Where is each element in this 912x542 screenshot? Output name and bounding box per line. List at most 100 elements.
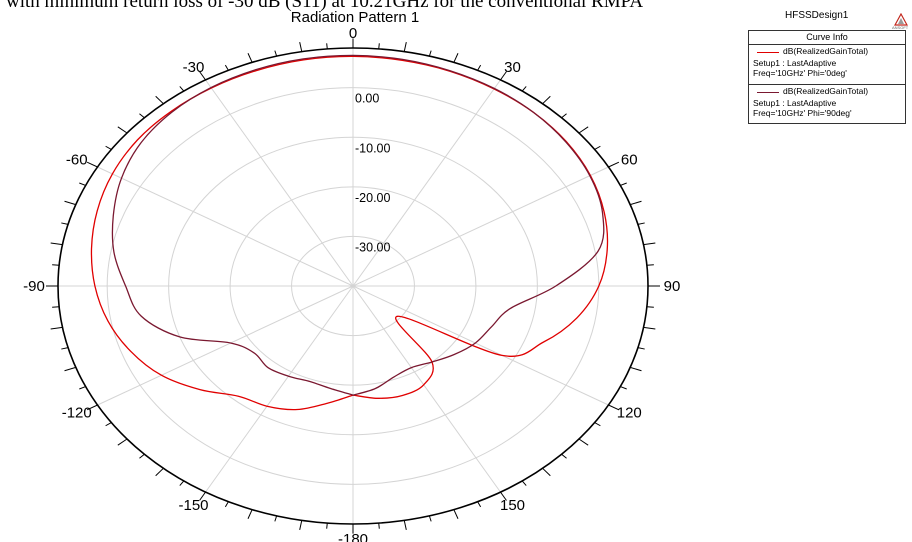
legend-line-swatch	[757, 92, 779, 93]
angle-tick	[637, 222, 645, 225]
angle-label: -120	[62, 405, 92, 422]
angle-tick	[105, 422, 112, 427]
angle-label: -180	[338, 531, 368, 542]
chart-title: Radiation Pattern 1	[290, 9, 420, 26]
grid-spoke	[352, 285, 501, 493]
angle-tick	[453, 53, 459, 63]
angle-tick	[578, 438, 589, 446]
grid-spoke	[205, 285, 354, 493]
legend-entry-frequency: Freq='10GHz' Phi='90deg'	[753, 108, 852, 118]
angle-tick	[247, 53, 253, 63]
grid-spoke	[352, 79, 501, 287]
angle-tick	[521, 86, 527, 92]
angle-tick	[542, 95, 551, 105]
angle-tick	[247, 509, 253, 519]
angle-tick	[521, 480, 527, 486]
legend-entry-phi-90: dB(RealizedGainTotal) Setup1 : LastAdapt…	[749, 84, 905, 123]
angle-tick	[64, 366, 76, 372]
angle-tick	[299, 520, 303, 531]
angle-label: 0	[349, 25, 357, 42]
angle-tick	[561, 113, 567, 119]
angle-label: 60	[621, 152, 638, 169]
angle-tick	[299, 41, 303, 52]
angle-tick	[79, 386, 86, 390]
angle-tick	[608, 404, 620, 411]
angle-tick	[620, 386, 627, 390]
angle-tick	[561, 453, 567, 459]
design-name: HFSSDesign1	[785, 10, 849, 21]
ring-label: -20.00	[355, 191, 390, 205]
curve-phi-90	[111, 54, 605, 396]
angle-tick	[326, 523, 328, 529]
angle-tick	[428, 50, 432, 57]
angle-tick	[64, 200, 76, 206]
grid-spoke	[205, 79, 354, 287]
ring-label: -10.00	[355, 141, 390, 155]
legend-entry-name: dB(RealizedGainTotal)	[783, 46, 869, 56]
angle-tick	[594, 145, 601, 150]
angle-tick	[179, 480, 185, 486]
ansoft-logo-icon	[894, 13, 908, 26]
legend-entry-setup: Setup1 : LastAdaptive	[753, 58, 837, 68]
angle-label: -30	[183, 59, 205, 76]
angle-tick	[117, 438, 128, 446]
ring-label: -30.00	[355, 240, 390, 254]
angle-tick	[79, 182, 86, 186]
pattern-curves	[90, 54, 609, 411]
angle-tick	[139, 453, 145, 459]
angle-label: 30	[504, 59, 521, 76]
grid-spoke	[97, 166, 354, 287]
angle-tick	[224, 501, 229, 508]
angle-tick	[139, 113, 145, 119]
legend-line-swatch	[757, 52, 779, 53]
angle-tick	[224, 64, 229, 71]
angle-tick	[155, 95, 164, 105]
angle-label: -60	[66, 152, 88, 169]
grid-spoke	[97, 285, 354, 406]
angle-tick	[378, 43, 380, 49]
angle-label: -150	[178, 497, 208, 514]
angle-tick	[477, 501, 482, 508]
angle-tick	[477, 64, 482, 71]
angle-tick	[608, 161, 620, 168]
angle-tick	[326, 43, 328, 49]
angle-tick	[578, 126, 589, 134]
legend-entry-setup: Setup1 : LastAdaptive	[753, 98, 837, 108]
angle-tick	[542, 467, 551, 477]
angle-label: 120	[617, 405, 642, 422]
angle-tick	[61, 222, 69, 225]
angle-tick	[50, 326, 63, 330]
angle-tick	[274, 515, 278, 522]
angle-label: 90	[664, 278, 681, 295]
curve-phi-0	[90, 55, 609, 411]
angle-tick	[428, 515, 432, 522]
outer-tick-marks	[46, 38, 660, 534]
angle-tick	[403, 520, 407, 531]
angle-tick	[630, 200, 642, 206]
angle-tick	[630, 366, 642, 372]
angle-tick	[86, 404, 98, 411]
angle-tick	[378, 523, 380, 529]
angle-tick	[453, 509, 459, 519]
angle-tick	[155, 467, 164, 477]
angle-label: -90	[23, 278, 45, 295]
angle-tick	[199, 491, 206, 501]
angle-tick	[500, 491, 507, 501]
angle-label: 150	[500, 497, 525, 514]
angle-tick	[274, 50, 278, 57]
angle-tick	[637, 347, 645, 350]
ring-labels: 0.00 -10.00 -20.00 -30.00	[355, 92, 390, 255]
ansoft-logo-text: ANSOFT	[892, 25, 909, 30]
angle-tick	[594, 422, 601, 427]
angle-tick	[199, 71, 206, 81]
legend-title: Curve Info	[749, 31, 905, 45]
angle-tick	[105, 145, 112, 150]
legend-entry-frequency: Freq='10GHz' Phi='0deg'	[753, 68, 847, 78]
angle-tick	[643, 326, 656, 330]
cropped-caption-text: with minimum return loss of -30 dB (S11)…	[6, 0, 644, 11]
grid-spoke	[352, 166, 609, 287]
polar-grid	[57, 47, 649, 525]
angle-tick	[620, 182, 627, 186]
ring-label: 0.00	[355, 92, 379, 106]
